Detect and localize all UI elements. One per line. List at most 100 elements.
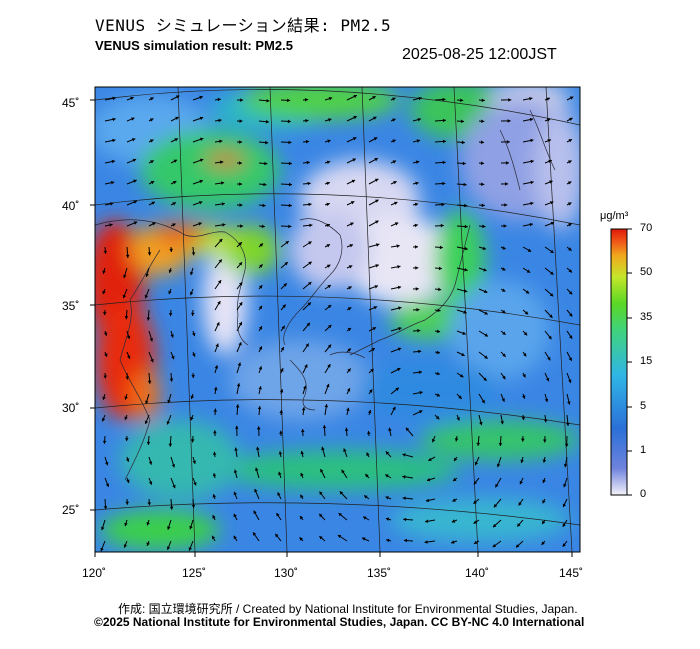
wind-arrow-head <box>111 180 115 185</box>
wind-arrow-head <box>170 334 174 338</box>
wind-arrow-head <box>397 347 402 351</box>
wind-arrow-head <box>523 332 528 336</box>
wind-arrow-head <box>148 481 153 485</box>
wind-arrow-head <box>568 379 572 383</box>
wind-arrow-head <box>218 238 223 243</box>
wind-arrow-head <box>214 365 219 369</box>
wind-arrow-head <box>300 494 304 499</box>
wind-arrow-head <box>397 285 402 290</box>
wind-arrow-head <box>568 202 572 206</box>
wind-arrow-head <box>374 285 378 289</box>
wind-arrow-head <box>279 410 283 414</box>
wind-arrow-head <box>481 98 485 103</box>
wind-arrow-head <box>199 158 204 162</box>
wind-arrow-head <box>104 353 108 357</box>
wind-arrow-head <box>419 390 423 395</box>
graticule <box>95 87 580 552</box>
wind-arrow-head <box>502 309 506 313</box>
wind-arrow-head <box>283 283 287 287</box>
colorbar-tick-35: 35 <box>640 311 653 323</box>
wind-arrow-head <box>417 328 421 333</box>
wind-arrow-head <box>199 116 204 121</box>
wind-arrow-head <box>233 491 237 496</box>
wind-arrow-head <box>569 313 573 317</box>
wind-arrow-head <box>324 404 328 408</box>
wind-arrow-head <box>234 447 238 451</box>
wind-arrow-head <box>308 282 312 286</box>
wind-arrow-head <box>481 399 485 404</box>
colorbar-tick-1: 1 <box>640 444 647 456</box>
wind-arrow-head <box>112 138 116 143</box>
wind-arrow-head <box>436 371 440 376</box>
wind-arrow-head <box>102 290 106 295</box>
wind-arrow-head <box>476 442 481 446</box>
wind-arrow-head <box>305 119 309 123</box>
wind-arrow-head <box>101 526 105 531</box>
wind-arrow-head <box>442 160 446 165</box>
wind-arrow-head <box>483 268 487 272</box>
wind-arrow-head <box>240 224 244 228</box>
wind-arrow-head <box>568 247 572 251</box>
wind-arrow-head <box>364 495 368 499</box>
wind-arrow-head <box>428 457 432 461</box>
wind-arrow-head <box>460 98 464 102</box>
wind-arrow-head <box>217 97 221 102</box>
wind-arrow-head <box>403 538 407 543</box>
wind-arrow-head <box>102 396 106 400</box>
colorbar-tick-5: 5 <box>640 400 647 412</box>
wind-arrow-head <box>233 469 238 473</box>
wind-arrow-head <box>414 202 419 207</box>
wind-arrow-head <box>192 460 196 464</box>
wind-arrow-head <box>367 431 371 435</box>
wind-arrow-head <box>344 427 349 431</box>
wind-arrow-head <box>568 269 572 273</box>
wind-arrow-head <box>502 246 506 250</box>
wind-arrow-head <box>150 181 155 185</box>
wind-arrow-head <box>199 137 204 141</box>
wind-arrow-head <box>327 139 331 143</box>
wind-arrow-head <box>258 326 262 330</box>
wind-arrow-head <box>299 537 303 541</box>
wind-arrow-head <box>440 223 444 228</box>
wind-arrow-head <box>441 202 445 207</box>
wind-arrow-head <box>217 280 222 284</box>
wind-arrow-head <box>418 370 422 374</box>
wind-arrow-head <box>239 182 243 186</box>
wind-arrow-head <box>253 532 257 536</box>
wind-arrow-head <box>564 443 569 447</box>
wind-arrow-head <box>569 96 574 100</box>
wind-arrow-head <box>366 452 370 456</box>
wind-arrow-head <box>569 335 573 339</box>
wind-arrow-head <box>473 520 477 524</box>
wind-arrow-head <box>369 389 373 393</box>
wind-arrow-head <box>309 223 313 228</box>
wind-arrow-head <box>326 160 331 164</box>
wind-arrow-head <box>300 472 304 477</box>
wind-arrow-head <box>460 119 464 124</box>
wind-arrow-head <box>521 416 526 421</box>
wind-arrow-head <box>190 291 194 296</box>
lon-label-125: 125˚ <box>182 566 207 580</box>
wind-arrow-head <box>258 366 263 370</box>
wind-arrow-head <box>482 224 486 229</box>
wind-vectors <box>100 94 574 552</box>
wind-arrow-head <box>415 160 420 164</box>
wind-arrow-head <box>190 395 195 399</box>
wind-arrow-head <box>348 265 353 269</box>
wind-arrow-head <box>505 182 509 186</box>
wind-arrow-head <box>278 451 283 455</box>
wind-arrow-head <box>125 501 129 505</box>
wind-arrow-head <box>518 502 522 506</box>
wind-arrow-head <box>442 97 446 102</box>
wind-arrow-head <box>547 356 551 361</box>
lon-label-120: 120˚ <box>82 566 107 580</box>
wind-arrow-head <box>459 374 464 378</box>
wind-arrow-head <box>353 94 357 99</box>
wind-arrow-head <box>287 119 291 124</box>
wind-arrow-head <box>503 224 507 228</box>
wind-arrow-head <box>212 451 217 455</box>
wind-arrow-head <box>171 464 176 468</box>
wind-arrow-head <box>127 355 131 359</box>
wind-arrow-head <box>543 419 548 423</box>
wind-arrow-head <box>169 378 174 382</box>
